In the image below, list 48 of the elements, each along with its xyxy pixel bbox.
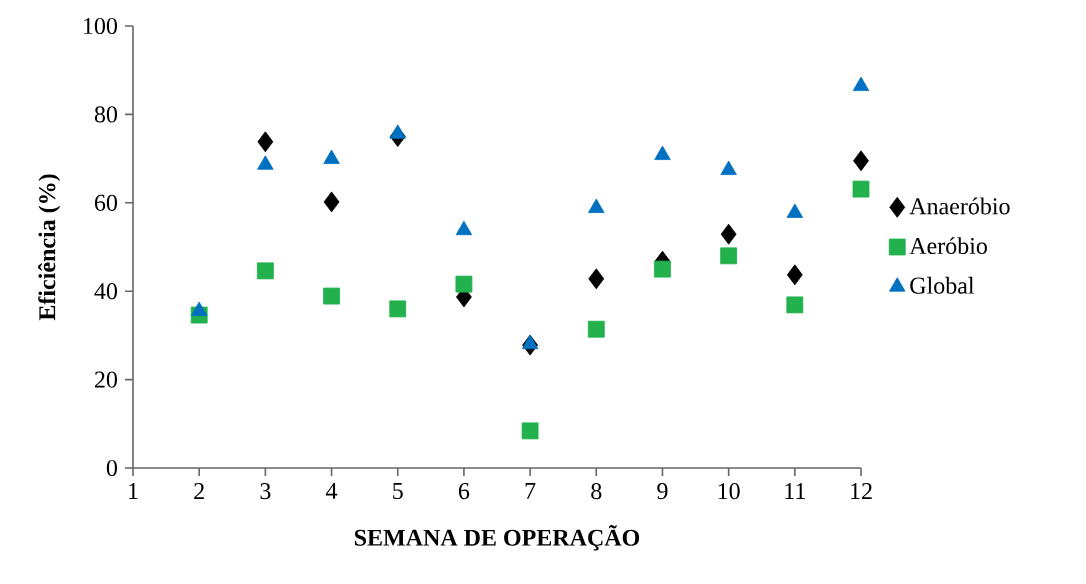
- y-tick-label: 100: [84, 17, 118, 35]
- point: [588, 198, 605, 214]
- x-tick-label: 7: [525, 483, 536, 499]
- legend-label: Aeróbio: [909, 237, 987, 255]
- y-axis-title: Eficiência (%): [38, 174, 61, 321]
- legend-label: Anaeróbio: [909, 197, 1010, 215]
- point: [720, 223, 737, 245]
- x-tick-label: 3: [260, 483, 271, 500]
- point: [588, 268, 605, 290]
- point: [654, 260, 671, 278]
- x-tick-label: 6: [458, 483, 470, 500]
- y-tick-label: 60: [94, 194, 118, 211]
- point: [853, 150, 869, 172]
- point: [389, 124, 406, 139]
- point: [521, 422, 539, 440]
- y-tick-label: 80: [94, 106, 118, 123]
- x-tick-label: 5: [393, 483, 403, 499]
- x-tick-label: 4: [326, 483, 338, 499]
- point: [455, 275, 473, 293]
- y-tick-label: 40: [94, 283, 118, 300]
- y-tick-label: 20: [95, 371, 118, 388]
- point: [389, 300, 407, 318]
- point: [852, 76, 870, 92]
- point: [786, 296, 804, 314]
- point: [257, 131, 274, 153]
- x-tick-label: 2: [194, 483, 204, 499]
- y-tick-label: 0: [106, 459, 118, 477]
- x-tick-label: 12: [851, 483, 872, 499]
- point: [256, 262, 274, 280]
- point: [720, 160, 737, 175]
- point: [587, 320, 605, 338]
- point: [786, 264, 803, 286]
- point: [323, 191, 340, 213]
- point: [786, 203, 804, 218]
- x-tick-label: 8: [591, 483, 602, 500]
- point: [852, 180, 870, 198]
- legend-label: Global: [910, 276, 975, 294]
- point: [257, 155, 274, 170]
- x-tick-label: 11: [785, 483, 805, 499]
- point: [323, 149, 340, 164]
- point: [720, 247, 738, 265]
- x-tick-label: 9: [657, 483, 668, 500]
- x-tick-label: 1: [129, 483, 138, 499]
- point: [654, 145, 671, 160]
- point: [323, 287, 340, 305]
- point: [455, 220, 473, 236]
- x-axis-title: SEMANA DE OPERAÇÃO: [354, 525, 640, 551]
- x-tick-label: 10: [718, 483, 740, 500]
